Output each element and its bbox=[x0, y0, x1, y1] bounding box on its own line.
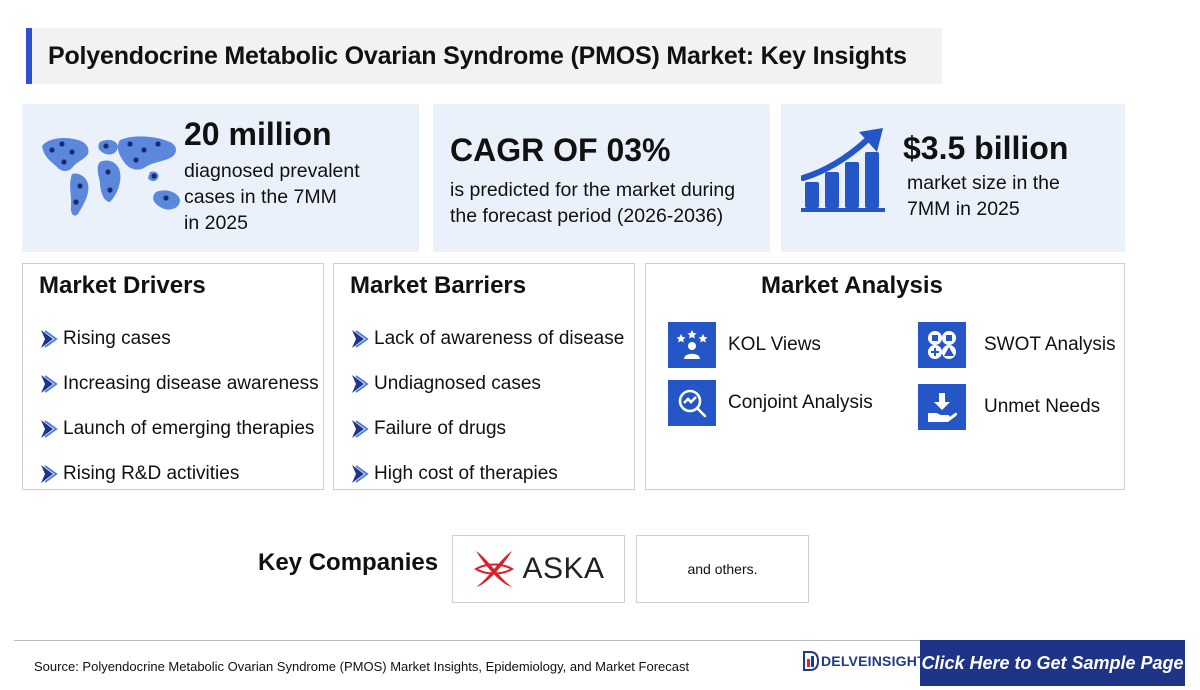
growth-chart-icon bbox=[801, 128, 885, 212]
prevalence-line3: in 2025 bbox=[184, 212, 248, 234]
list-item: Undiagnosed cases bbox=[348, 361, 624, 406]
chevron-right-icon bbox=[41, 329, 58, 348]
company-logo-aska: ASKA bbox=[452, 535, 625, 603]
key-companies-label: Key Companies bbox=[258, 549, 439, 576]
barrier-label: Failure of drugs bbox=[374, 417, 507, 439]
swot-analysis-icon bbox=[918, 322, 966, 368]
market-size-line2: 7MM in 2025 bbox=[907, 198, 1020, 220]
analysis-item-swot: SWOT Analysis bbox=[918, 322, 1116, 368]
driver-label: Increasing disease awareness bbox=[63, 372, 319, 394]
market-analysis-panel: Market Analysis KOL Views SWOT Analysis bbox=[645, 263, 1125, 490]
market-size-line1: market size in the bbox=[907, 172, 1060, 194]
chevron-right-icon bbox=[41, 419, 58, 438]
market-drivers-title: Market Drivers bbox=[39, 272, 206, 299]
source-text: Source: Polyendocrine Metabolic Ovarian … bbox=[34, 659, 690, 674]
chevron-right-icon bbox=[352, 374, 369, 393]
chevron-right-icon bbox=[352, 464, 369, 483]
stat-card-prevalence: 20 million diagnosed prevalent cases in … bbox=[22, 104, 419, 252]
prevalence-line2: cases in the 7MM bbox=[184, 186, 337, 208]
market-analysis-title: Market Analysis bbox=[761, 272, 943, 299]
cagr-line2: the forecast period (2026-2036) bbox=[450, 205, 724, 227]
analysis-label: KOL Views bbox=[728, 334, 821, 355]
analysis-label: SWOT Analysis bbox=[984, 334, 1116, 355]
brand-name: DELVEINSIGHT bbox=[821, 653, 926, 669]
market-drivers-panel: Market Drivers Rising cases Increasing d… bbox=[22, 263, 324, 490]
barrier-label: Lack of awareness of disease bbox=[374, 327, 625, 349]
driver-label: Rising R&D activities bbox=[63, 462, 240, 484]
stat-card-cagr: CAGR OF 03% is predicted for the market … bbox=[433, 104, 770, 252]
kol-views-icon bbox=[668, 322, 716, 368]
analysis-item-unmet-needs: Unmet Needs bbox=[918, 384, 1100, 430]
chevron-right-icon bbox=[41, 464, 58, 483]
barrier-label: High cost of therapies bbox=[374, 462, 558, 484]
analysis-item-kol-views: KOL Views bbox=[668, 322, 821, 368]
prevalence-line1: diagnosed prevalent bbox=[184, 160, 360, 182]
others-text: and others. bbox=[687, 561, 758, 577]
get-sample-page-button[interactable]: Click Here to Get Sample Page bbox=[920, 640, 1185, 686]
market-barriers-list: Lack of awareness of disease Undiagnosed… bbox=[348, 316, 624, 496]
company-others: and others. bbox=[636, 535, 809, 603]
list-item: Failure of drugs bbox=[348, 406, 624, 451]
list-item: Rising R&D activities bbox=[37, 451, 319, 496]
list-item: Increasing disease awareness bbox=[37, 361, 319, 406]
analysis-label: Conjoint Analysis bbox=[728, 392, 873, 413]
analysis-item-conjoint: Conjoint Analysis bbox=[668, 380, 873, 426]
aska-logo-icon bbox=[474, 551, 515, 587]
market-barriers-panel: Market Barriers Lack of awareness of dis… bbox=[333, 263, 635, 490]
driver-label: Launch of emerging therapies bbox=[63, 417, 315, 439]
page-title: Polyendocrine Metabolic Ovarian Syndrome… bbox=[48, 41, 907, 70]
analysis-label: Unmet Needs bbox=[984, 396, 1101, 417]
market-barriers-title: Market Barriers bbox=[350, 272, 527, 299]
cagr-line1: is predicted for the market during bbox=[450, 179, 736, 201]
chevron-right-icon bbox=[352, 419, 369, 438]
conjoint-analysis-icon bbox=[668, 380, 716, 426]
chevron-right-icon bbox=[41, 374, 58, 393]
barrier-label: Undiagnosed cases bbox=[374, 372, 541, 394]
cagr-value: CAGR OF 03% bbox=[450, 132, 671, 168]
list-item: Lack of awareness of disease bbox=[348, 316, 624, 361]
title-bar: Polyendocrine Metabolic Ovarian Syndrome… bbox=[26, 28, 942, 84]
list-item: Launch of emerging therapies bbox=[37, 406, 319, 451]
company-name: ASKA bbox=[522, 552, 605, 585]
unmet-needs-icon bbox=[918, 384, 966, 430]
prevalence-value: 20 million bbox=[184, 116, 332, 152]
delveinsight-logo: DELVEINSIGHT bbox=[803, 651, 926, 671]
market-size-value: $3.5 billion bbox=[903, 130, 1069, 166]
chevron-right-icon bbox=[352, 329, 369, 348]
driver-label: Rising cases bbox=[63, 327, 171, 349]
list-item: Rising cases bbox=[37, 316, 319, 361]
world-map-icon bbox=[42, 136, 180, 216]
stat-card-market-size: $3.5 billion market size in the 7MM in 2… bbox=[781, 104, 1125, 252]
list-item: High cost of therapies bbox=[348, 451, 624, 496]
footer-divider bbox=[14, 640, 920, 641]
delveinsight-mark-icon bbox=[803, 651, 819, 671]
market-drivers-list: Rising cases Increasing disease awarenes… bbox=[37, 316, 319, 496]
